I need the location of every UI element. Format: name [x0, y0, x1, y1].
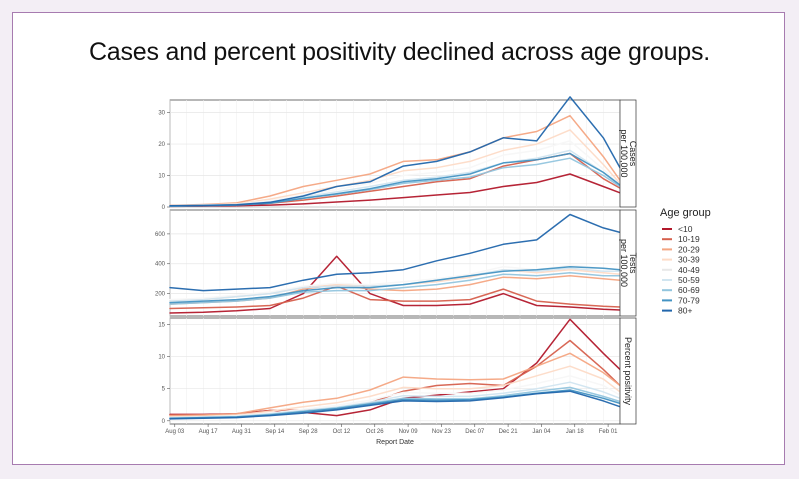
series-line-2: [169, 285, 621, 310]
panel-1: 0 10 20 30 Casesper 100,000: [158, 96, 638, 211]
y-tick-label: 15: [158, 322, 165, 328]
x-axis-title: Report Date: [376, 439, 414, 446]
panel-strip-label: Percent positivity: [623, 337, 633, 406]
series-line-3: [169, 352, 621, 417]
y-tick-label: 0: [162, 419, 166, 425]
legend-title: Age group: [660, 207, 711, 219]
legend-entry: 10-19: [678, 234, 700, 244]
legend-entry: 20-29: [678, 244, 700, 254]
y-tick-label: 10: [158, 174, 165, 180]
panel-background: [169, 99, 621, 208]
series-line-9: [169, 390, 621, 420]
panel-strip-label-line: Percent positivity: [623, 337, 633, 406]
panel-2: 200 400 600 Testsper 100,000: [155, 209, 638, 317]
x-tick-label: Jan 04: [532, 429, 551, 435]
x-tick-label: Feb 01: [599, 429, 618, 435]
x-tick-label: Jan 18: [566, 429, 585, 435]
legend-entry: 80+: [678, 306, 692, 316]
series-line-4: [169, 365, 621, 418]
x-tick-label: Sep 14: [265, 429, 285, 435]
series-line-3: [169, 114, 621, 207]
series-line-1: [169, 255, 621, 314]
panel-background: [169, 317, 621, 425]
slide-title: Cases and percent positivity declined ac…: [88, 38, 711, 66]
y-tick-label: 30: [158, 111, 165, 117]
panel-strip-label-line: Tests: [628, 252, 638, 274]
panel-strip: [619, 209, 637, 317]
panel-strip-label-line: Cases: [628, 141, 638, 167]
series-line-9: [169, 213, 621, 292]
series-line-8: [169, 265, 621, 304]
x-tick-label: Dec 07: [465, 429, 485, 435]
series-line-5: [169, 264, 621, 301]
y-tick-label: 10: [158, 355, 165, 361]
series-line-9: [169, 96, 621, 207]
x-tick-label: Aug 31: [232, 429, 252, 435]
y-tick-label: 400: [155, 262, 166, 268]
legend: Age group <1010-1920-2930-3940-4950-5960-…: [660, 207, 711, 316]
x-tick-label: Aug 17: [199, 429, 219, 435]
y-tick-label: 20: [158, 142, 165, 148]
legend-entry: 40-49: [678, 265, 700, 275]
panel-3: 0 5 10 15 Percent positivity: [158, 317, 637, 425]
y-tick-label: 5: [162, 387, 166, 393]
legend-entry: 60-69: [678, 285, 700, 295]
x-tick-label: Nov 09: [399, 429, 419, 435]
legend-entry: 50-59: [678, 275, 700, 285]
x-tick-label: Nov 23: [432, 429, 452, 435]
x-tick-label: Oct 26: [366, 429, 384, 435]
y-tick-label: 0: [162, 205, 166, 211]
x-tick-label: Aug 03: [165, 429, 185, 435]
x-tick-label: Oct 12: [333, 429, 351, 435]
panel-strip-label: Testsper 100,000: [619, 239, 638, 287]
legend-entry: 30-39: [678, 255, 700, 265]
panel-strip: [619, 317, 637, 425]
panel-strip-label-line: per 100,000: [619, 239, 629, 287]
panel-strip: [619, 99, 637, 208]
panel-strip-label: Casesper 100,000: [619, 129, 638, 177]
legend-entry: 70-79: [678, 295, 700, 305]
series-line-7: [169, 271, 621, 305]
y-tick-label: 200: [155, 292, 166, 298]
legend-entry: <10: [678, 224, 693, 234]
x-tick-label: Sep 28: [299, 429, 319, 435]
y-tick-label: 600: [155, 232, 166, 238]
panel-strip-label-line: per 100,000: [619, 129, 629, 177]
x-tick-label: Dec 21: [499, 429, 519, 435]
series-line-1: [169, 173, 621, 208]
